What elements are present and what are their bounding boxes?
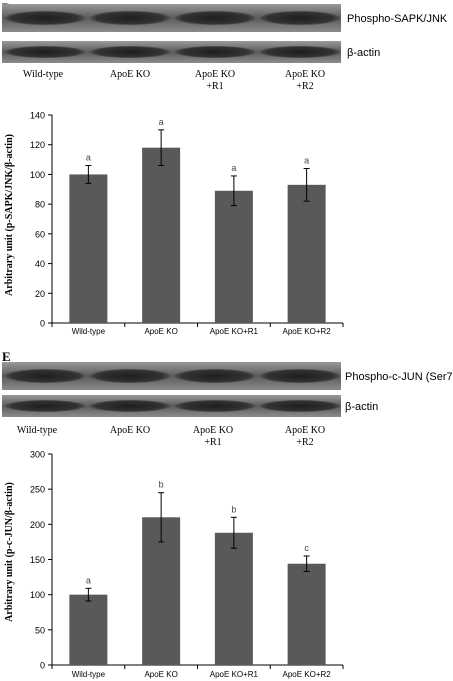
lane-label-wild-type: Wild-type [23, 69, 64, 80]
lane-label-apoe-ko: ApoE KO [110, 69, 150, 80]
significance-letter: a [231, 163, 236, 173]
blot-label: Phospho-c-JUN (Ser73) [345, 371, 453, 383]
y-tick-label: 100 [30, 170, 45, 180]
y-tick-label: 200 [30, 520, 45, 530]
y-tick-label: 0 [40, 661, 45, 671]
bar [142, 147, 181, 323]
y-tick-label: 40 [35, 259, 45, 269]
panel-e: E Phospho-c-JUN (Ser73) β-actin Wild-typ… [2, 349, 453, 679]
blot-band [5, 11, 85, 25]
lane-label-apoe-ko-r2: ApoE KO +R2 [285, 69, 325, 92]
blot-band [260, 11, 340, 25]
bar [69, 594, 108, 665]
y-tick-label: 120 [30, 140, 45, 150]
blot-band [260, 400, 340, 412]
significance-letter: b [159, 480, 164, 490]
x-tick-label: Wild-type [72, 670, 106, 679]
x-tick-label: ApoE KO+R1 [210, 327, 259, 336]
chart-e: 0 50 100 150 200 250 300 Arbitrary unit (p-c-JU… [4, 450, 344, 679]
y-tick-label: 50 [35, 625, 45, 635]
x-tick-label: ApoE KO+R1 [210, 670, 259, 679]
blot-beta-actin: β-actin [2, 41, 380, 63]
y-tick-label: 100 [30, 590, 45, 600]
y-tick-label: 250 [30, 485, 45, 495]
bar [287, 184, 326, 323]
lane-label-apoe-ko-r1: ApoE KO +R1 [195, 69, 235, 92]
y-tick-label: 20 [35, 289, 45, 299]
y-tick-label: 150 [30, 555, 45, 565]
bar [287, 563, 326, 665]
blot-phospho-sapk-jnk: Phospho-SAPK/JNK [2, 4, 448, 32]
panel-letter: E [2, 349, 11, 364]
x-tick-label: ApoE KO+R2 [283, 670, 332, 679]
blot-band [175, 46, 255, 58]
x-tick-label: ApoE KO [144, 327, 177, 336]
blot-band [90, 11, 170, 25]
bar [214, 190, 253, 323]
blot-beta-actin: β-actin [2, 395, 378, 417]
significance-letter: a [304, 155, 309, 165]
blot-band [175, 400, 255, 412]
blot-band [260, 46, 340, 58]
lane-label-wild-type: Wild-type [17, 425, 58, 436]
blot-band [90, 369, 170, 383]
blot-label: Phospho-SAPK/JNK [347, 13, 448, 25]
chart-d: 0 20 40 60 80 100 120 140 Arbitrary unit (p-SAPK… [4, 111, 344, 336]
blot-strip [2, 395, 341, 417]
y-axis-label: Arbitrary unit (p-c-JUN/β-actin) [4, 482, 15, 622]
blot-band [5, 46, 85, 58]
significance-letter: b [231, 504, 236, 514]
blot-band [90, 46, 170, 58]
significance-letter: a [86, 153, 91, 163]
y-tick-label: 60 [35, 229, 45, 239]
significance-letter: c [304, 543, 309, 553]
y-tick-label: 80 [35, 200, 45, 210]
lane-label-apoe-ko-r2: ApoE KO +R2 [285, 425, 325, 448]
x-tick-label: ApoE KO+R2 [283, 327, 332, 336]
panel-d: D Phospho-SAPK/JNK β-actin Wild-type Apo… [2, 0, 448, 336]
blot-lane-labels: Wild-type ApoE KO ApoE KO +R1 ApoE KO +R2 [17, 425, 325, 448]
y-axis-label: Arbitrary unit (p-SAPK/JNK/β-actin) [4, 134, 15, 296]
blot-lane-labels: Wild-type ApoE KO ApoE KO +R1 ApoE KO +R2 [23, 69, 325, 92]
blot-band [175, 369, 255, 383]
blot-band [260, 369, 340, 383]
bar [214, 532, 253, 665]
blot-band [90, 400, 170, 412]
blot-phospho-c-jun: Phospho-c-JUN (Ser73) [2, 362, 453, 390]
y-tick-label: 0 [40, 319, 45, 329]
significance-letter: a [159, 117, 164, 127]
blot-label: β-actin [345, 401, 378, 413]
bar [69, 174, 108, 323]
lane-label-apoe-ko-r1: ApoE KO +R1 [193, 425, 233, 448]
blot-band [5, 400, 85, 412]
x-tick-label: Wild-type [72, 327, 106, 336]
blot-band [175, 11, 255, 25]
significance-letter: a [86, 575, 91, 585]
y-tick-label: 140 [30, 111, 45, 121]
blot-label: β-actin [347, 47, 380, 59]
lane-label-apoe-ko: ApoE KO [110, 425, 150, 436]
x-tick-label: ApoE KO [144, 670, 177, 679]
blot-strip [2, 41, 341, 63]
y-tick-label: 300 [30, 450, 45, 460]
blot-band [5, 369, 85, 383]
